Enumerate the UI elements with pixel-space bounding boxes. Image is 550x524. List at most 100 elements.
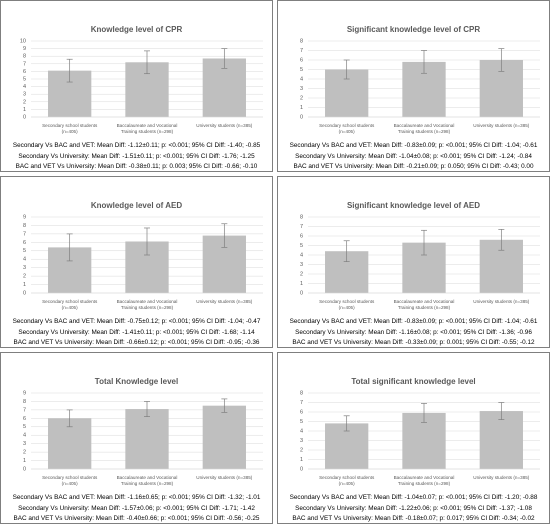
- x-tick-label: Secondary school students (n=405): [319, 299, 375, 310]
- y-tick-label: 2: [300, 447, 303, 453]
- x-tick-label: Baccalaureate and Vocational Training st…: [393, 299, 455, 310]
- chart-title: Knowledge level of CPR: [90, 25, 183, 34]
- y-tick-label: 7: [23, 407, 26, 413]
- y-tick-label: 7: [300, 48, 303, 54]
- bar: [125, 409, 169, 469]
- y-tick-label: 9: [23, 390, 26, 396]
- annotation: Secondary Vs BAC and VET: Mean Diff: -1.…: [12, 494, 261, 501]
- x-tick-label: University students (n=385): [196, 299, 253, 304]
- y-tick-label: 8: [300, 38, 303, 44]
- error-bar: [343, 59, 350, 80]
- x-tick-label: University students (n=385): [196, 123, 253, 128]
- x-tick-label: Baccalaureate and Vocational Training st…: [116, 299, 178, 310]
- chart-title: Total Knowledge level: [94, 377, 179, 386]
- y-tick-label: 5: [23, 248, 26, 254]
- chart-title: Total significant knowledge level: [351, 377, 476, 386]
- y-tick-label: 7: [300, 400, 303, 406]
- x-tick-label: Baccalaureate and Vocational Training st…: [116, 475, 178, 486]
- y-tick-label: 3: [300, 262, 303, 268]
- chart-panel: Total Knowledge level 0 1 2 3 4 5 6 7 8 9 Secondary…: [0, 352, 273, 524]
- error-bar: [343, 415, 350, 432]
- y-tick-label: 6: [300, 409, 303, 415]
- error-bar: [421, 50, 427, 74]
- y-tick-label: 1: [300, 105, 303, 111]
- y-tick-label: 3: [23, 441, 26, 447]
- plot: 0 1 2 3 4 5 6 7 8: [300, 38, 540, 120]
- plot: 0 1 2 3 4 5 6 7 8 9: [23, 214, 263, 296]
- error-bar: [221, 223, 228, 248]
- y-tick-label: 1: [300, 281, 303, 287]
- chart-title: Significant knowledge level of CPR: [346, 25, 481, 34]
- plot: 01 23 4 56 78 9 10: [20, 38, 263, 120]
- chart-panel: Significant knowledge level of CPR 0 1 2 3 4 5…: [277, 0, 550, 172]
- error-bar: [498, 402, 505, 420]
- y-tick-label: 0: [23, 114, 26, 120]
- y-tick-label: 7: [23, 231, 26, 237]
- y-tick-label: 0: [300, 466, 303, 472]
- x-tick-label: Secondary school students (n=405): [42, 475, 98, 486]
- y-tick-label: 2: [300, 271, 303, 277]
- x-tick-label: University students (n=385): [473, 475, 530, 480]
- annotation: Secondary Vs BAC and VET: Mean Diff: -1.…: [289, 494, 538, 501]
- plot: 0 1 2 3 4 5 6 7 8: [300, 390, 540, 472]
- error-bar: [498, 48, 505, 72]
- y-tick-label: 6: [300, 233, 303, 239]
- y-tick-label: 2: [23, 274, 26, 280]
- error-bar: [343, 240, 350, 263]
- x-tick-label: Baccalaureate and Vocational Training st…: [116, 123, 178, 134]
- y-tick-label: 1: [23, 458, 26, 464]
- error-bar: [66, 233, 73, 262]
- y-tick-label: 0: [300, 290, 303, 296]
- x-tick-label: University students (n=385): [473, 123, 530, 128]
- error-bar: [421, 229, 427, 256]
- error-bar: [144, 50, 150, 75]
- y-tick-label: 4: [300, 252, 303, 258]
- error-bar: [221, 398, 228, 413]
- y-tick-label: 6: [23, 69, 26, 75]
- y-tick-label: 4: [23, 257, 26, 263]
- annotation: Secondary Vs BAC and VET: Mean Diff: -1.…: [12, 142, 261, 149]
- y-tick-label: 2: [300, 95, 303, 101]
- y-tick-label: 8: [23, 54, 26, 60]
- y-tick-label: 6: [300, 57, 303, 63]
- y-tick-label: 8: [23, 399, 26, 405]
- x-tick-label: University students (n=385): [473, 299, 530, 304]
- y-tick-label: 0: [23, 290, 26, 296]
- y-tick-label: 5: [23, 424, 26, 430]
- y-tick-label: 10: [20, 38, 26, 44]
- y-tick-label: 5: [300, 419, 303, 425]
- x-tick-label: Secondary school students (n=405): [42, 123, 98, 134]
- y-tick-label: 6: [23, 416, 26, 422]
- bar: [479, 411, 523, 469]
- error-bar: [144, 401, 150, 417]
- y-tick-label: 3: [300, 86, 303, 92]
- y-tick-label: 1: [23, 107, 26, 113]
- chart-panel: Knowledge level of AED 0 1 2 3 4 5 6 7 8 9 Secondar…: [0, 176, 273, 348]
- y-tick-label: 4: [23, 433, 26, 439]
- annotation: Secondary Vs University: Mean Diff: -1.5…: [18, 504, 255, 512]
- chart-title: Knowledge level of AED: [90, 201, 183, 210]
- chart-title: Significant knowledge level of AED: [346, 201, 481, 210]
- error-bar: [221, 48, 228, 69]
- annotation: BAC and VET Vs University: Mean Diff: -0…: [15, 163, 258, 170]
- y-tick-label: 0: [23, 466, 26, 472]
- y-tick-label: 0: [300, 114, 303, 120]
- plot: 0 1 2 3 4 5 6 7 8: [300, 214, 540, 296]
- bar: [202, 405, 246, 469]
- y-tick-label: 8: [23, 223, 26, 229]
- y-tick-label: 2: [23, 99, 26, 105]
- y-tick-label: 9: [23, 46, 26, 52]
- annotation: BAC and VET Vs University: Mean Diff: -0…: [292, 339, 535, 346]
- chart-panel: Total significant knowledge level 0 1 2 3 4 5 6…: [277, 352, 550, 524]
- annotation: Secondary Vs University: Mean Diff: -1.5…: [18, 152, 255, 160]
- y-tick-label: 9: [23, 214, 26, 220]
- error-bar: [66, 58, 73, 83]
- annotation: BAC and VET Vs University: Mean Diff: -0…: [292, 515, 535, 522]
- plot: 0 1 2 3 4 5 6 7 8 9: [23, 390, 263, 472]
- error-bar: [66, 409, 73, 428]
- y-tick-label: 8: [300, 390, 303, 396]
- y-tick-label: 3: [23, 265, 26, 271]
- annotation: Secondary Vs University: Mean Diff: -1.0…: [295, 152, 532, 160]
- y-tick-label: 4: [23, 84, 26, 90]
